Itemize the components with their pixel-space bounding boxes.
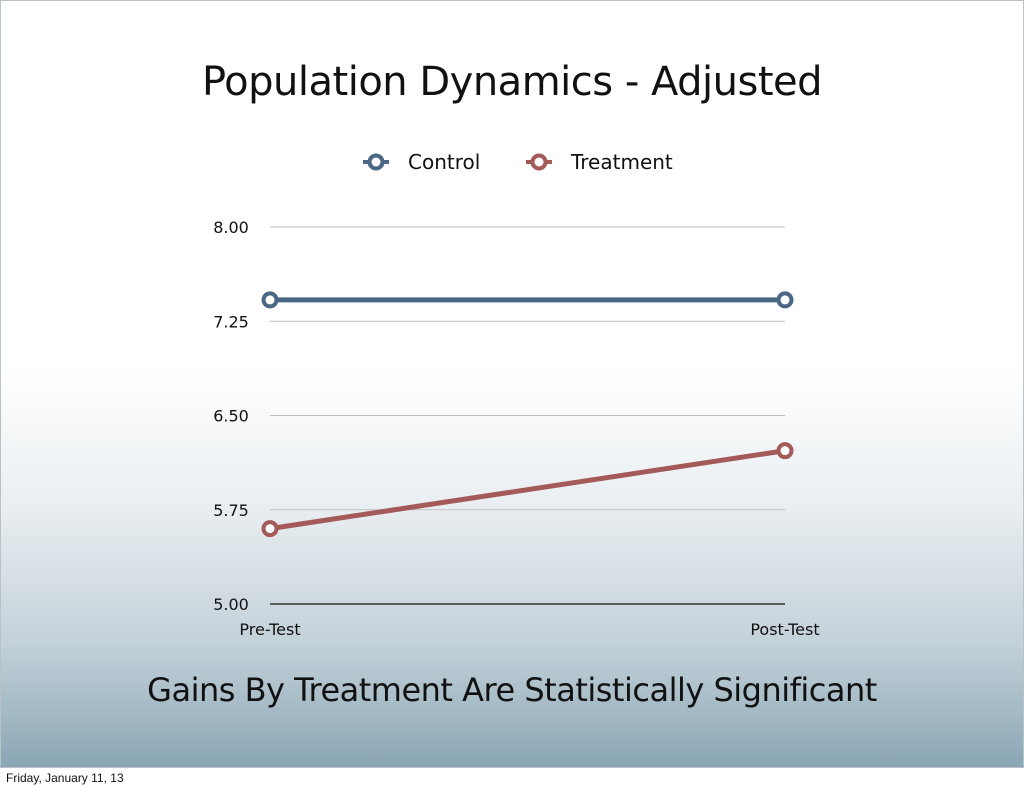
slide-subtitle: Gains By Treatment Are Statistically Sig… [147,671,877,709]
data-point-treatment [261,520,279,538]
legend-marker-treatment [530,153,548,171]
y-tick-label: 5.00 [213,595,249,614]
data-point-control [776,291,794,309]
x-tick-label: Post-Test [750,620,819,639]
data-point-control [261,291,279,309]
chart-title: Population Dynamics - Adjusted [201,59,823,105]
y-tick-label: 5.75 [213,501,249,520]
data-point-treatment [776,442,794,460]
x-tick-label: Pre-Test [239,620,300,639]
series-line-treatment [267,448,788,532]
legend-label: Treatment [570,150,673,174]
legend-marker-control [367,153,385,171]
line-chart: 5.00 5.75 6.50 7.25 8.00 Pre-Test Post-Test Con… [213,150,819,639]
slide: Population Dynamics - Adjusted 5.00 5.75 6… [0,0,1024,768]
y-tick-label: 7.25 [213,312,249,331]
footer-date: Friday, January 11, 13 [6,771,124,785]
legend-label: Control [408,150,480,174]
y-tick-label: 8.00 [213,218,249,237]
y-tick-label: 6.50 [213,407,249,426]
